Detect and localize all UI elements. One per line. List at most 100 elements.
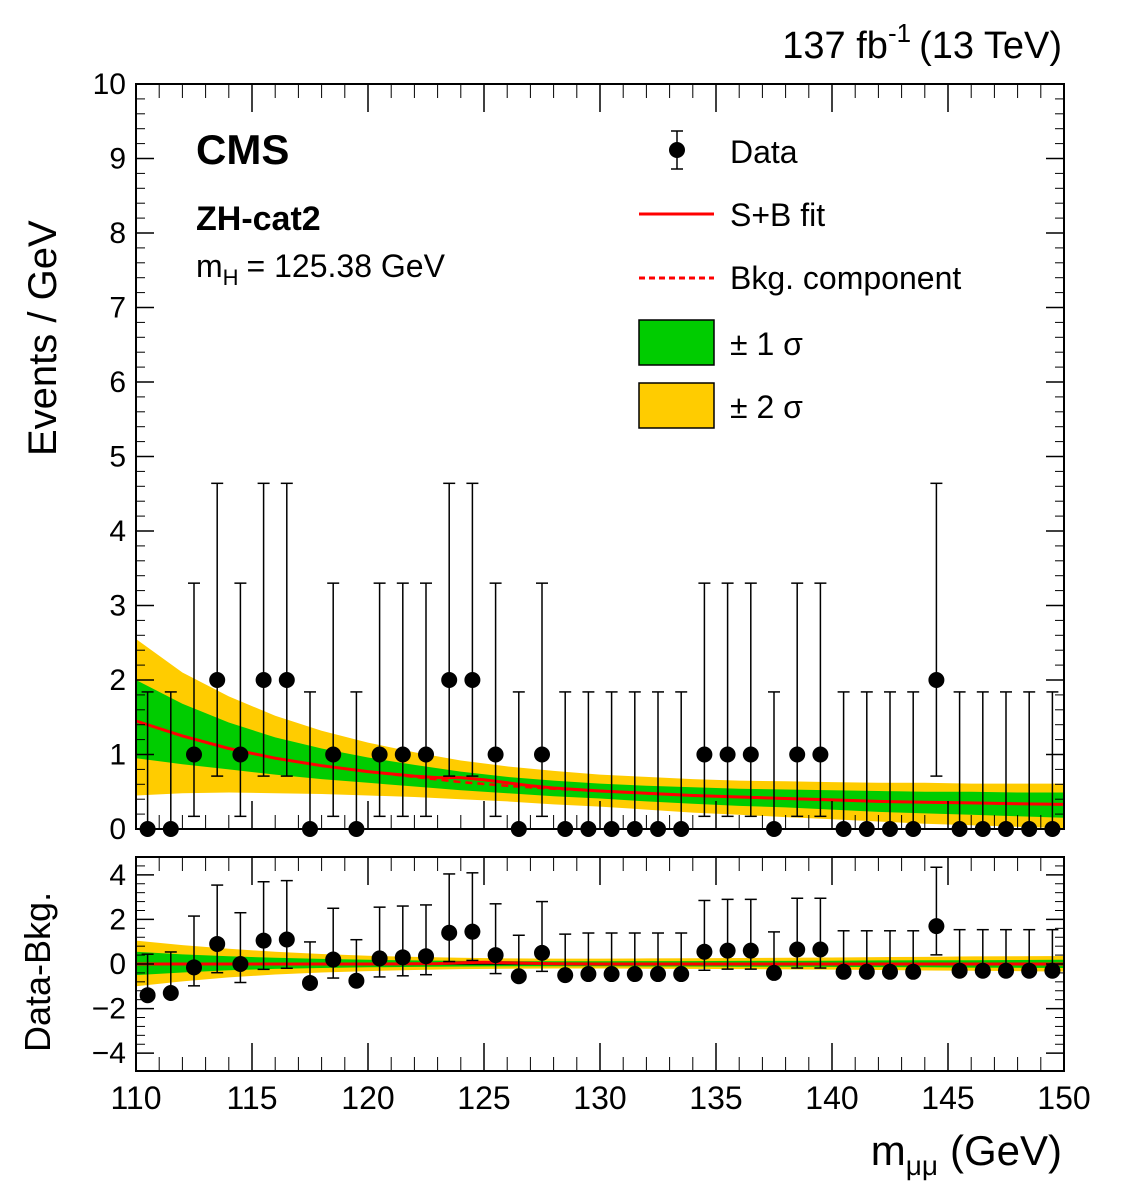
ratio-data-point [441,873,458,963]
x-axis-unit: (GeV) [950,1127,1062,1174]
main-data-point [557,691,574,837]
main-data-point [255,482,272,777]
ratio-data-point [742,898,759,970]
main-data-point [441,482,458,777]
main-data-point [603,691,620,837]
mass-value: = 125.38 GeV [247,248,446,284]
legend-entry-sb: S+B fit [639,197,825,233]
ratio-xtick-label: 140 [805,1080,858,1116]
ratio-data-marker [719,942,736,959]
main-data-marker [534,746,550,763]
main-data-point [534,582,550,818]
ratio-data-marker [882,963,898,980]
ratio-data-point [766,931,782,981]
ratio-ytick-label: 2 [109,903,126,936]
legend-data-marker [669,142,685,158]
main-data-marker [487,746,504,763]
ratio-data-marker [325,951,342,968]
main-data-marker [464,672,481,688]
ratio-xtick-label: 135 [689,1080,742,1116]
main-data-point [719,582,736,818]
main-data-marker [186,746,202,763]
experiment-label: CMS [196,126,289,173]
ratio-data-marker [162,984,179,1001]
ratio-data-marker [626,966,643,983]
ratio-data-marker [812,941,829,958]
ratio-ylabel: Data-Bkg. [17,892,58,1052]
main-data-point [209,482,226,777]
ratio-data-marker [998,962,1014,979]
legend-bkg-label: Bkg. component [730,260,961,296]
main-data-point [232,582,249,818]
mass-subscript: H [223,265,239,290]
ratio-data-point [394,905,411,977]
legend-two-sigma-swatch [638,382,715,429]
x-axis-subscript: μμ [906,1150,938,1181]
main-data-point [812,582,829,818]
main-data-marker [719,746,736,763]
main-data-marker [812,746,829,763]
ratio-data-marker [835,963,852,980]
main-ylabel: Events / GeV [21,220,65,456]
lumi-value: 137 fb [782,25,888,67]
main-data-marker [418,746,434,763]
ratio-data-marker [742,942,759,959]
ratio-data-marker [302,974,318,991]
ratio-data-point [928,866,945,956]
ratio-xtick-label: 145 [921,1080,974,1116]
main-data-marker [789,746,806,763]
ratio-data-point [974,928,991,979]
lumi-label: 137 fb-1 (13 TeV) [782,18,1062,67]
ratio-axes: −4 −2 0 2 4 110 115 120 125 130 135 140 145 150 [92,856,1091,1116]
ratio-data-marker [510,968,527,985]
main-data-marker [696,746,713,763]
ratio-data-marker [650,966,666,983]
ratio-data-marker [673,966,690,983]
ratio-data-marker [1021,962,1038,979]
ratio-data-point [464,872,481,962]
ratio-data-point [673,932,690,983]
legend-one-sigma-swatch [638,319,715,366]
main-data-marker [232,746,249,763]
main-data-point [510,691,527,837]
ratio-data-point [835,930,852,980]
ratio-data-point [325,907,342,979]
main-ytick-label: 7 [109,292,126,325]
ratio-data-point [580,932,597,983]
ratio-data-point [557,933,574,984]
ratio-data-marker [603,966,620,983]
main-bkg-line [135,719,1065,806]
main-data-point [418,582,434,818]
ratio-data-marker [186,959,202,976]
ratio-data-point [696,899,713,971]
main-data-marker [441,672,458,688]
main-data-point [580,691,597,837]
ratio-data-point [487,903,504,975]
legend-entry-one-sigma: ± 1 σ [638,319,803,366]
ratio-data-marker [255,932,272,949]
ratio-data-point [232,911,249,984]
ratio-panel: −4 −2 0 2 4 110 115 120 125 130 135 140 145 150 [92,856,1091,1116]
legend: Data S+B fit Bkg. component ± 1 σ ± 2 σ [638,130,961,429]
main-data-marker [209,672,226,688]
ratio-data-point [371,906,388,978]
ratio-xtick-label: 120 [341,1080,394,1116]
ratio-data-point [812,897,829,969]
ratio-data-point [882,930,898,980]
main-data-point [928,482,945,777]
ratio-data-point [510,934,527,985]
main-ytick-label: 10 [93,68,126,101]
ratio-data-point [650,932,666,983]
main-data-marker [394,746,411,763]
ratio-data-marker [418,948,434,965]
ratio-data-marker [441,924,458,941]
main-data-point [650,691,666,837]
energy-value: (13 TeV) [919,25,1062,67]
main-ytick-label: 9 [109,143,126,176]
main-frame [135,83,1065,830]
main-data-marker [371,746,388,763]
ratio-data-marker [487,947,504,964]
ratio-data-marker [905,963,922,980]
ratio-data-point [348,938,365,989]
main-ytick-label: 8 [109,217,126,250]
